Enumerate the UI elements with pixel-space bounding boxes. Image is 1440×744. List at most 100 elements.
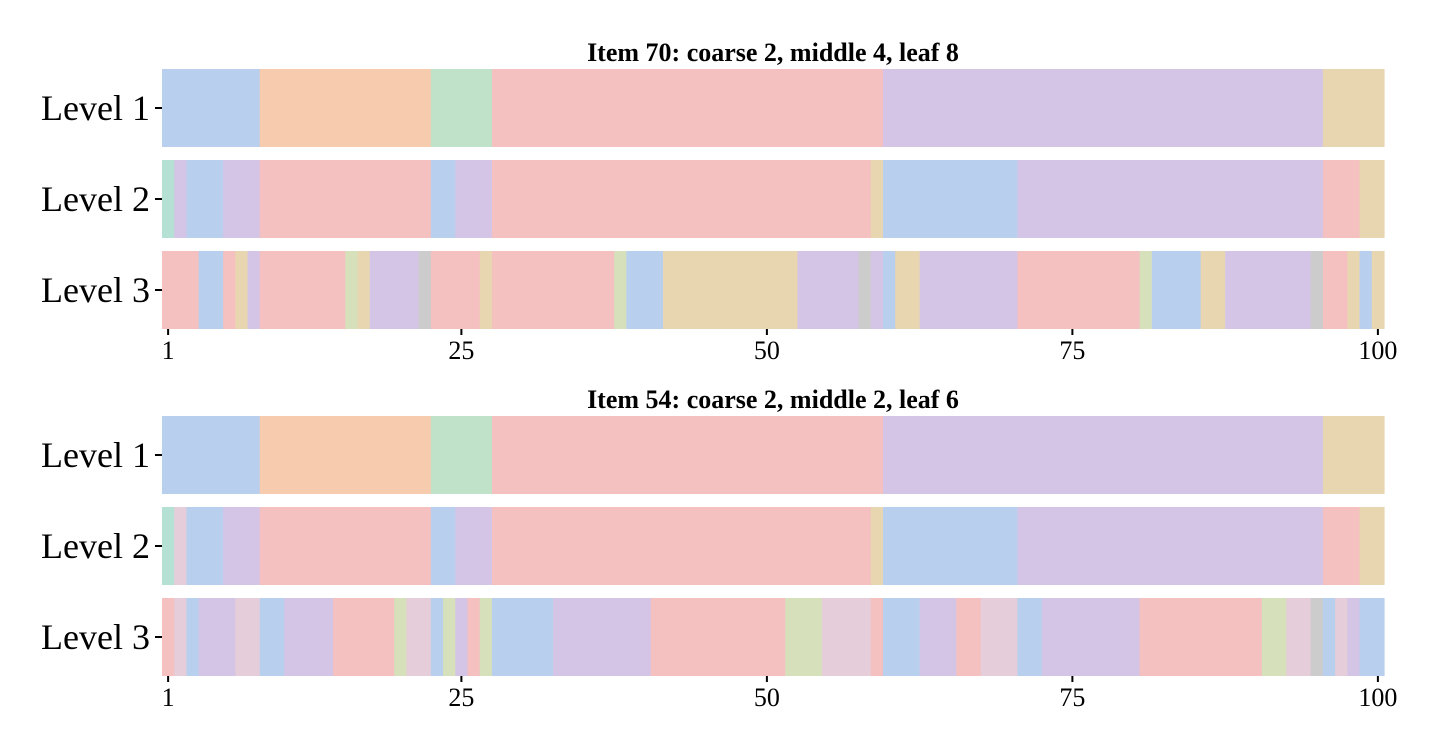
segment-p2-r3-s8 <box>333 598 395 676</box>
segment-p1-r3-s29 <box>1322 251 1348 329</box>
segment-p1-r1-s5 <box>882 69 1324 147</box>
segment-p2-r1-s1 <box>162 416 261 494</box>
x-tick-label-p2-1: 1 <box>162 683 175 712</box>
segment-p1-r2-s5 <box>259 160 432 238</box>
segment-p1-r2-s8 <box>491 160 872 238</box>
segment-p2-r2-s13 <box>1359 507 1385 585</box>
segment-p2-r3-s31 <box>1310 598 1324 676</box>
segment-p2-r3-s27 <box>1041 598 1141 676</box>
segment-p1-r1-s6 <box>1322 69 1385 147</box>
segment-p1-r3-s28 <box>1310 251 1324 329</box>
panel-2-title: Item 54: coarse 2, middle 2, leaf 6 <box>587 385 959 414</box>
segment-p1-r3-s19 <box>870 251 884 329</box>
segment-p1-r3-s24 <box>1139 251 1153 329</box>
segment-p2-r3-s26 <box>1017 598 1043 676</box>
segment-p2-r3-s4 <box>198 598 236 676</box>
x-tick-label-p2-25: 25 <box>448 683 474 712</box>
segment-p2-r2-s2 <box>174 507 188 585</box>
row-label-p2-r3: Level 3 <box>41 617 150 657</box>
segment-p2-r3-s1 <box>162 598 175 676</box>
segment-p2-r3-s5 <box>235 598 261 676</box>
segment-p1-r3-s2 <box>198 251 224 329</box>
segment-p1-r3-s21 <box>895 251 921 329</box>
row-label-p1-r3: Level 3 <box>41 270 150 310</box>
segment-p2-r3-s35 <box>1359 598 1385 676</box>
segment-p2-r3-s23 <box>919 598 957 676</box>
x-tick-label-p1-50: 50 <box>754 336 780 365</box>
segment-p2-r3-s2 <box>174 598 188 676</box>
segment-p1-r2-s6 <box>430 160 456 238</box>
row-label-p1-r1: Level 1 <box>41 88 150 128</box>
segment-p2-r1-s4 <box>491 416 884 494</box>
segment-p1-r3-s15 <box>626 251 664 329</box>
panel-1-title: Item 70: coarse 2, middle 4, leaf 8 <box>587 38 959 67</box>
segment-p1-r3-s6 <box>259 251 346 329</box>
segment-p2-r2-s8 <box>491 507 872 585</box>
segment-p2-r3-s3 <box>186 598 200 676</box>
row-label-p1-r2: Level 2 <box>41 179 150 219</box>
segment-p1-r3-s22 <box>919 251 1018 329</box>
segment-p2-r2-s6 <box>430 507 456 585</box>
segment-p1-r1-s2 <box>259 69 432 147</box>
segment-p1-r3-s5 <box>247 251 261 329</box>
segment-p2-r2-s10 <box>882 507 1018 585</box>
segment-p2-r3-s17 <box>553 598 652 676</box>
segment-p2-r3-s19 <box>785 598 823 676</box>
segment-p1-r3-s3 <box>223 251 236 329</box>
x-tick-label-p1-1: 1 <box>162 336 175 365</box>
segment-p2-r3-s20 <box>821 598 872 676</box>
segment-p2-r2-s3 <box>186 507 224 585</box>
segment-p2-r1-s5 <box>882 416 1324 494</box>
segment-p2-r1-s6 <box>1322 416 1385 494</box>
segment-p1-r3-s9 <box>369 251 420 329</box>
segment-p2-r3-s29 <box>1261 598 1287 676</box>
segment-p1-r3-s20 <box>882 251 896 329</box>
segment-p2-r3-s11 <box>430 598 444 676</box>
segment-p1-r1-s1 <box>162 69 261 147</box>
segment-p1-r3-s17 <box>797 251 860 329</box>
segment-p2-r3-s9 <box>394 598 407 676</box>
segment-p1-r3-s31 <box>1359 251 1373 329</box>
segment-p1-r2-s10 <box>882 160 1018 238</box>
segment-p2-r3-s33 <box>1335 598 1348 676</box>
segment-p1-r2-s11 <box>1017 160 1324 238</box>
segment-p1-r3-s11 <box>430 251 481 329</box>
segment-p2-r3-s28 <box>1139 598 1263 676</box>
segment-p2-r2-s7 <box>455 507 493 585</box>
segment-p1-r3-s27 <box>1225 251 1312 329</box>
x-tick-label-p1-100: 100 <box>1358 336 1397 365</box>
segment-p2-r3-s25 <box>980 598 1018 676</box>
segment-p2-r3-s22 <box>882 598 921 676</box>
segment-p1-r3-s14 <box>614 251 627 329</box>
segment-p1-r2-s2 <box>174 160 188 238</box>
segment-p1-r2-s3 <box>186 160 224 238</box>
segment-p1-r1-s3 <box>430 69 493 147</box>
segment-p1-r3-s23 <box>1017 251 1141 329</box>
segment-p2-r2-s5 <box>259 507 432 585</box>
segment-p2-r3-s12 <box>443 598 456 676</box>
segment-p2-r3-s34 <box>1347 598 1361 676</box>
x-tick-label-p2-75: 75 <box>1059 683 1085 712</box>
segment-p1-r3-s25 <box>1151 251 1202 329</box>
segment-p2-r3-s30 <box>1286 598 1312 676</box>
segment-p1-r2-s9 <box>870 160 884 238</box>
segment-p2-r2-s11 <box>1017 507 1324 585</box>
segment-p1-r3-s1 <box>162 251 200 329</box>
segment-p2-r3-s13 <box>455 598 469 676</box>
segment-p1-r2-s13 <box>1359 160 1385 238</box>
row-label-p2-r1: Level 1 <box>41 435 150 475</box>
segment-p2-r1-s3 <box>430 416 493 494</box>
segment-p2-r3-s14 <box>467 598 481 676</box>
segment-p2-r1-s2 <box>259 416 432 494</box>
segment-p1-r2-s7 <box>455 160 493 238</box>
segment-p2-r3-s7 <box>284 598 334 676</box>
segment-p1-r3-s12 <box>479 251 493 329</box>
segment-p2-r2-s9 <box>870 507 884 585</box>
segment-p1-r3-s16 <box>663 251 799 329</box>
segment-p2-r3-s15 <box>479 598 493 676</box>
segment-p1-r2-s12 <box>1322 160 1361 238</box>
segment-p2-r2-s1 <box>162 507 175 585</box>
segment-p2-r2-s12 <box>1322 507 1361 585</box>
segment-p1-r3-s8 <box>357 251 371 329</box>
segment-p1-r1-s4 <box>491 69 884 147</box>
